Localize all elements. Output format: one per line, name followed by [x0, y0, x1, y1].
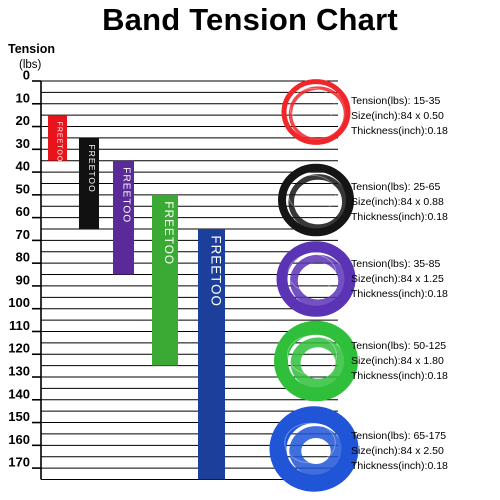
y-tick-label: 130 [8, 364, 30, 379]
band-tension: Tension(lbs): 25-65 [351, 181, 441, 193]
band-specs-5: Tension(lbs): 65-175 Size(inch):84 x 2.50… [351, 429, 500, 474]
y-tick-label: 20 [16, 113, 30, 128]
y-tick-label: 30 [16, 136, 30, 151]
bar-brand-label: FREETOO [209, 235, 224, 306]
band-bar-5 [198, 229, 225, 480]
band-specs-4: Tension(lbs): 50-125 Size(inch):84 x 1.80… [351, 339, 500, 384]
band-thickness: Thickness(inch):0.18 [351, 460, 448, 472]
bar-brand-label: FREETOO [87, 144, 97, 192]
band-size: Size(inch):84 x 1.80 [351, 355, 444, 367]
band-size: Size(inch):84 x 0.50 [351, 110, 444, 122]
y-tick-label: 100 [8, 295, 30, 310]
y-tick-label: 90 [16, 272, 30, 287]
band-bar-1 [48, 115, 67, 161]
band-thickness: Thickness(inch):0.18 [351, 211, 448, 223]
band-specs-2: Tension(lbs): 25-65 Size(inch):84 x 0.88 T… [351, 180, 500, 225]
band-bar-4 [152, 194, 178, 366]
y-tick-label: 160 [8, 432, 30, 447]
y-tick-label: 60 [16, 204, 30, 219]
y-axis-title: Tension [8, 42, 55, 56]
y-tick-label: 80 [16, 250, 30, 265]
band-photo-2 [278, 163, 354, 237]
band-thickness: Thickness(inch):0.18 [351, 125, 448, 137]
band-photo-1 [281, 79, 351, 145]
y-tick-label: 10 [16, 90, 30, 105]
band-specs-1: Tension(lbs): 15-35 Size(inch):84 x 0.50 T… [351, 94, 500, 139]
chart-title: Band Tension Chart [102, 2, 398, 37]
band-tension: Tension(lbs): 35-85 [351, 258, 441, 270]
y-axis-unit: (lbs) [19, 59, 42, 71]
y-tick-label: 50 [16, 181, 30, 196]
y-tick-label: 110 [9, 318, 30, 333]
band-bar-3 [113, 160, 134, 275]
y-tick-label: 40 [16, 159, 30, 174]
band-size: Size(inch):84 x 0.88 [351, 196, 444, 208]
band-bar-2 [79, 137, 99, 230]
band-tension: Tension(lbs): 15-35 [351, 95, 441, 107]
band-size: Size(inch):84 x 2.50 [351, 445, 444, 457]
band-thickness: Thickness(inch):0.18 [351, 288, 448, 300]
band-thickness: Thickness(inch):0.18 [351, 370, 448, 382]
band-photo-3 [276, 241, 356, 317]
y-tick-label: 70 [16, 227, 30, 242]
bar-brand-label: FREETOO [56, 122, 63, 163]
band-tension: Tension(lbs): 65-175 [351, 430, 447, 442]
band-specs-3: Tension(lbs): 35-85 Size(inch):84 x 1.25 T… [351, 257, 500, 302]
bar-brand-label: FREETOO [121, 167, 132, 223]
band-photo-5 [269, 406, 359, 492]
y-tick-label: 150 [8, 409, 30, 424]
y-tick-label: 170 [8, 455, 30, 470]
band-size: Size(inch):84 x 1.25 [351, 273, 444, 285]
y-tick-label: 140 [8, 386, 30, 401]
band-photo-4 [274, 320, 358, 402]
y-tick-label: 120 [8, 341, 30, 356]
y-tick-label: 0 [23, 68, 30, 83]
bar-brand-label: FREETOO [162, 201, 176, 265]
band-tension: Tension(lbs): 50-125 [351, 340, 447, 352]
